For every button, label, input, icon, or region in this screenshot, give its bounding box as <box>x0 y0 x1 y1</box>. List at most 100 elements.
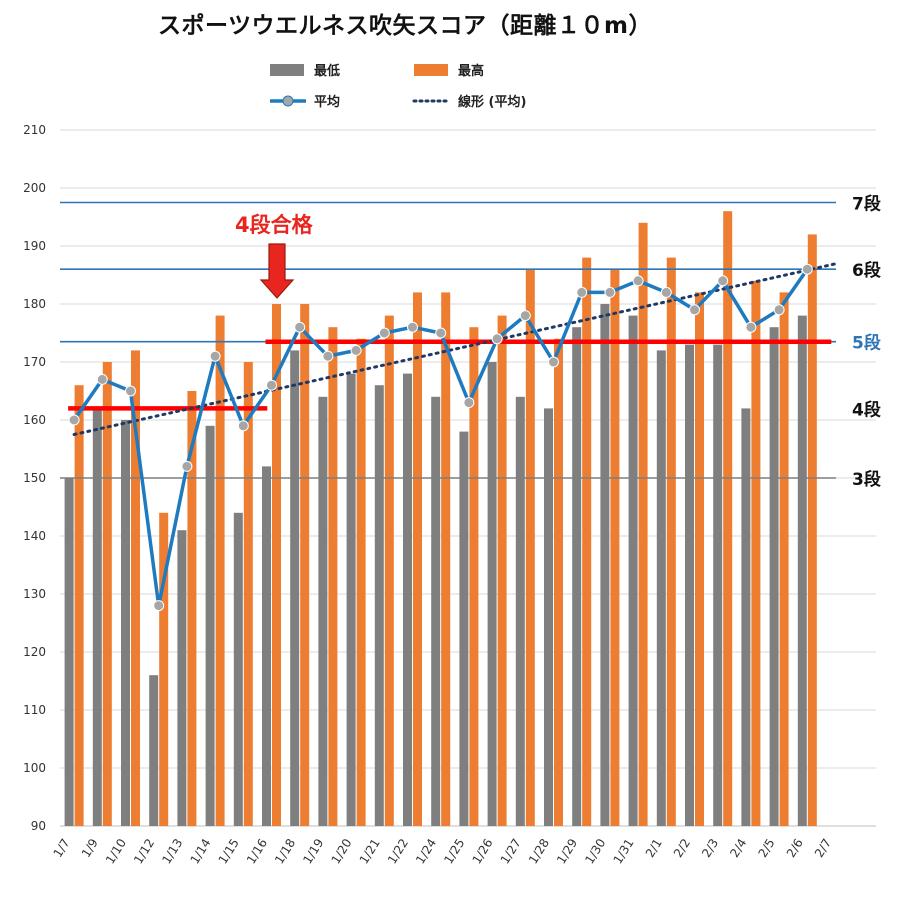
bar-min <box>205 425 215 826</box>
x-tick-label: 2/1 <box>643 836 665 860</box>
bar-min <box>233 512 243 826</box>
x-tick-label: 1/12 <box>131 836 157 866</box>
rank-label: 7段 <box>852 194 881 215</box>
rank-labels: 7段 6段 5段 4段 3段 <box>852 194 881 491</box>
bar-max <box>582 257 592 827</box>
x-tick-label: 1/20 <box>328 836 354 866</box>
average-point <box>181 460 193 472</box>
bar-min <box>318 396 328 826</box>
average-point <box>773 304 785 316</box>
bar-max <box>723 211 733 826</box>
average-point <box>519 310 531 322</box>
rank-label: 3段 <box>852 469 881 490</box>
bars <box>64 211 817 827</box>
bar-max <box>497 315 507 826</box>
average-point <box>294 321 306 333</box>
y-tick-label: 140 <box>23 529 46 543</box>
legend-label-min: 最低 <box>314 63 340 79</box>
x-tick-label: 1/25 <box>441 836 467 866</box>
bar-max <box>356 338 366 826</box>
x-tick-label: 1/10 <box>103 836 129 866</box>
bar-max <box>525 269 535 826</box>
legend-marker-avg <box>282 95 294 107</box>
bar-max <box>74 385 84 826</box>
legend-label-avg: 平均 <box>314 94 340 110</box>
bar-max <box>300 304 310 826</box>
x-tick-label: 1/21 <box>357 836 383 866</box>
bar-min <box>656 350 666 826</box>
bar-min <box>149 675 159 826</box>
bar-max <box>779 292 789 826</box>
bar-max <box>469 327 479 826</box>
legend-swatch-min <box>270 64 304 76</box>
average-point <box>463 397 475 409</box>
x-tick-label: 2/5 <box>756 836 778 860</box>
average-point <box>125 385 136 397</box>
average-point <box>153 600 165 612</box>
average-line <box>68 263 813 612</box>
x-tick-label: 1/16 <box>244 836 270 866</box>
bar-min <box>544 408 553 826</box>
bar-max <box>187 391 197 826</box>
x-tick-label: 1/18 <box>272 836 298 866</box>
rank-label: 4段 <box>852 399 881 420</box>
bar-min <box>64 478 74 826</box>
x-tick-label: 1/31 <box>610 836 636 866</box>
down-arrow-icon <box>259 243 295 299</box>
x-tick-label: 2/2 <box>671 836 693 860</box>
trend-line <box>72 261 839 436</box>
x-tick-label: 1/15 <box>216 836 242 866</box>
bar-min <box>628 315 638 826</box>
x-tick-label: 2/3 <box>699 836 721 860</box>
y-tick-label: 210 <box>23 123 46 137</box>
y-tick-label: 170 <box>23 355 46 369</box>
y-axis-ticks: 90 100 110 120 130 140 150 160 170 180 190 200 210 <box>23 123 46 833</box>
y-tick-label: 130 <box>23 587 46 601</box>
bar-min <box>600 304 610 826</box>
x-tick-label: 2/4 <box>727 836 749 860</box>
bar-min <box>713 344 723 826</box>
average-point <box>350 344 362 356</box>
average-point <box>801 263 813 275</box>
bar-max <box>695 292 704 826</box>
bar-min <box>459 431 469 826</box>
average-point <box>435 327 447 339</box>
x-tick-label: 1/13 <box>159 836 185 866</box>
x-axis-ticks: 1/7 1/9 1/10 1/12 1/13 1/14 1/15 1/16 1/18 1/19 1/… <box>51 836 835 866</box>
bar-max <box>554 338 563 826</box>
average-point <box>660 286 672 298</box>
pass-annotation-label: 4段合格 <box>235 213 314 237</box>
y-tick-label: 200 <box>23 181 46 195</box>
y-tick-label: 100 <box>23 761 46 775</box>
bar-min <box>741 408 751 826</box>
y-tick-label: 110 <box>23 703 46 717</box>
bar-max <box>384 315 394 826</box>
average-point <box>745 321 757 333</box>
x-tick-label: 1/24 <box>413 836 439 866</box>
bar-max <box>807 234 817 826</box>
x-tick-label: 2/6 <box>784 836 806 860</box>
bar-min <box>346 373 356 826</box>
bar-min <box>487 362 497 826</box>
x-tick-label: 1/22 <box>385 836 411 866</box>
bar-max <box>328 327 338 826</box>
bar-max <box>243 362 253 826</box>
x-tick-label: 1/30 <box>582 836 608 866</box>
rank-label: 6段 <box>852 260 881 281</box>
x-tick-label: 1/9 <box>79 836 101 860</box>
average-point <box>378 327 390 339</box>
bar-min <box>797 315 807 826</box>
bar-max <box>441 292 451 826</box>
bar-max <box>666 257 676 827</box>
average-point <box>322 350 334 362</box>
average-point <box>632 275 644 287</box>
x-tick-label: 1/19 <box>300 836 326 866</box>
bar-min <box>431 396 441 826</box>
bar-min <box>403 373 412 826</box>
y-tick-label: 190 <box>23 239 46 253</box>
x-tick-label: 1/7 <box>51 836 73 860</box>
average-point <box>209 350 221 362</box>
average-point <box>237 420 249 432</box>
y-tick-label: 180 <box>23 297 46 311</box>
trendline <box>72 261 839 436</box>
